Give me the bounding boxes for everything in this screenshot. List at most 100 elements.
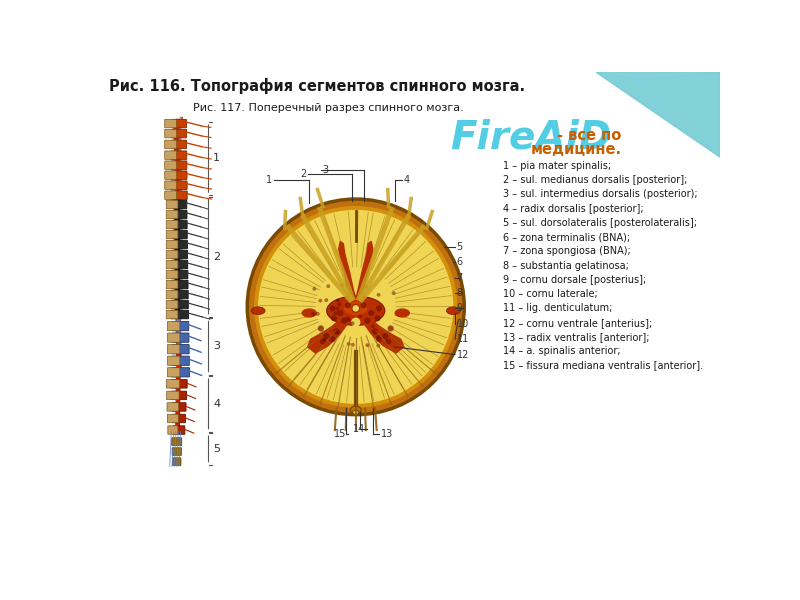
Circle shape <box>350 322 354 325</box>
FancyBboxPatch shape <box>165 171 176 179</box>
Text: 8: 8 <box>457 288 462 298</box>
Text: 7 – zona spongiosa (BNA);: 7 – zona spongiosa (BNA); <box>503 247 630 256</box>
Ellipse shape <box>446 307 460 314</box>
Circle shape <box>337 310 343 316</box>
FancyBboxPatch shape <box>174 426 185 434</box>
Polygon shape <box>596 72 720 157</box>
Text: 13 – radix ventralis [anterior];: 13 – radix ventralis [anterior]; <box>503 332 650 342</box>
Ellipse shape <box>326 296 385 325</box>
Circle shape <box>324 298 328 302</box>
Text: 2: 2 <box>213 252 220 262</box>
Circle shape <box>374 316 381 322</box>
Text: 5 – sul. dorsolateralis [posterolateralis];: 5 – sul. dorsolateralis [posterolaterali… <box>503 218 697 228</box>
Circle shape <box>247 199 464 415</box>
FancyBboxPatch shape <box>171 380 187 388</box>
FancyBboxPatch shape <box>172 403 186 411</box>
FancyBboxPatch shape <box>171 301 188 309</box>
Text: 6: 6 <box>457 257 462 267</box>
Text: 2: 2 <box>300 169 306 179</box>
Text: 7: 7 <box>457 272 462 283</box>
Text: 12 – cornu ventrale [anterius];: 12 – cornu ventrale [anterius]; <box>503 317 652 328</box>
FancyBboxPatch shape <box>166 250 178 259</box>
Circle shape <box>376 344 380 347</box>
Circle shape <box>364 317 370 324</box>
FancyBboxPatch shape <box>173 458 181 466</box>
Circle shape <box>372 328 378 335</box>
Text: 8 – substantia gelatinosa;: 8 – substantia gelatinosa; <box>503 260 629 271</box>
FancyBboxPatch shape <box>167 344 180 354</box>
Circle shape <box>318 299 322 302</box>
Ellipse shape <box>302 308 317 317</box>
Circle shape <box>360 302 366 308</box>
FancyBboxPatch shape <box>172 270 188 279</box>
Circle shape <box>376 305 382 311</box>
FancyBboxPatch shape <box>171 151 186 160</box>
Text: 4 – radix dorsalis [posterior];: 4 – radix dorsalis [posterior]; <box>503 203 644 214</box>
Text: 14 – a. spinalis anterior;: 14 – a. spinalis anterior; <box>503 346 621 356</box>
FancyBboxPatch shape <box>165 130 176 138</box>
Circle shape <box>358 314 362 318</box>
Circle shape <box>335 307 339 311</box>
Polygon shape <box>596 72 720 157</box>
Polygon shape <box>356 241 373 299</box>
Circle shape <box>323 333 330 339</box>
Text: 10: 10 <box>457 319 469 329</box>
Circle shape <box>377 293 381 297</box>
Text: 6 – zona terminalis (BNA);: 6 – zona terminalis (BNA); <box>503 232 630 242</box>
Ellipse shape <box>344 301 367 316</box>
Ellipse shape <box>394 308 410 317</box>
Text: 15: 15 <box>334 429 346 439</box>
Circle shape <box>386 338 391 344</box>
Circle shape <box>346 282 350 286</box>
Text: 5: 5 <box>213 444 220 454</box>
Circle shape <box>351 343 354 347</box>
FancyBboxPatch shape <box>171 290 188 299</box>
Polygon shape <box>362 316 404 353</box>
FancyBboxPatch shape <box>166 380 179 388</box>
FancyBboxPatch shape <box>172 230 187 239</box>
FancyBboxPatch shape <box>166 210 178 218</box>
Circle shape <box>336 299 340 302</box>
Circle shape <box>346 342 350 346</box>
FancyBboxPatch shape <box>172 448 182 455</box>
Ellipse shape <box>350 406 361 414</box>
FancyBboxPatch shape <box>172 438 182 445</box>
FancyBboxPatch shape <box>173 220 187 229</box>
FancyBboxPatch shape <box>172 240 187 249</box>
FancyBboxPatch shape <box>167 414 178 423</box>
Circle shape <box>334 328 339 335</box>
FancyBboxPatch shape <box>166 391 179 400</box>
Circle shape <box>351 293 355 297</box>
FancyBboxPatch shape <box>172 260 188 269</box>
Text: 15 – fissura mediana ventralis [anterior].: 15 – fissura mediana ventralis [anterior… <box>503 361 703 370</box>
Circle shape <box>347 318 351 322</box>
FancyBboxPatch shape <box>165 151 176 160</box>
FancyBboxPatch shape <box>172 119 186 128</box>
FancyBboxPatch shape <box>172 250 187 259</box>
Text: 12: 12 <box>457 350 469 359</box>
FancyBboxPatch shape <box>166 290 178 299</box>
FancyBboxPatch shape <box>171 171 187 179</box>
FancyBboxPatch shape <box>168 426 178 434</box>
FancyBboxPatch shape <box>166 240 178 249</box>
FancyBboxPatch shape <box>171 140 186 149</box>
Text: 1: 1 <box>266 175 272 185</box>
FancyBboxPatch shape <box>172 368 190 377</box>
Circle shape <box>320 338 326 344</box>
FancyBboxPatch shape <box>166 220 178 229</box>
FancyBboxPatch shape <box>167 368 180 377</box>
Circle shape <box>316 312 320 316</box>
Circle shape <box>338 302 342 307</box>
FancyBboxPatch shape <box>166 270 178 279</box>
Text: 10 – cornu laterale;: 10 – cornu laterale; <box>503 289 598 299</box>
Circle shape <box>345 302 351 308</box>
Text: медицине.: медицине. <box>531 142 622 157</box>
Text: 3: 3 <box>322 165 329 175</box>
FancyBboxPatch shape <box>167 356 180 365</box>
Circle shape <box>346 316 350 320</box>
Circle shape <box>365 285 368 289</box>
FancyBboxPatch shape <box>171 130 186 138</box>
Polygon shape <box>338 241 356 299</box>
FancyBboxPatch shape <box>171 181 187 190</box>
Text: 14: 14 <box>353 424 365 434</box>
